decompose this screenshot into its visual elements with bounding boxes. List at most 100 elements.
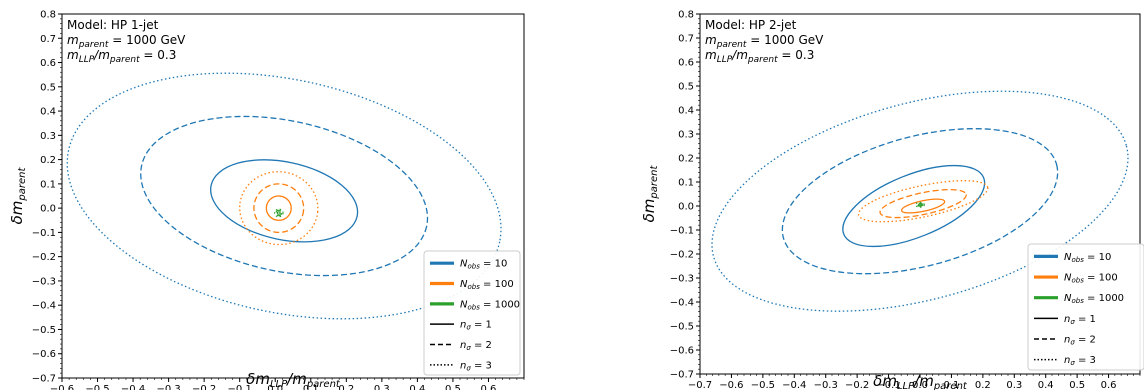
contour-ellipse: [265, 195, 292, 221]
x-tick-label: 0.4: [1038, 380, 1054, 390]
contour-ellipse: [239, 171, 319, 246]
y-tick-label: 0.2: [678, 154, 694, 165]
y-axis-label: δmparent: [8, 167, 28, 225]
legend-label: Nobs = 100: [1064, 273, 1118, 285]
y-tick-label: 0.4: [678, 106, 694, 117]
x-tick-label: 0.2: [975, 380, 991, 390]
x-tick-label: −0.7: [688, 380, 712, 390]
x-tick-label: 0.6: [1101, 380, 1117, 390]
y-tick-label: 0.5: [678, 82, 694, 93]
x-tick-label: 0.3: [1006, 380, 1022, 390]
legend-label: nσ = 1: [1064, 314, 1096, 326]
legend: Nobs = 10 Nobs = 100 Nobs = 1000 nσ = 1 nσ =…: [1027, 243, 1144, 371]
x-tick-label: 0.5: [1069, 380, 1085, 390]
contour-ellipse: [66, 72, 502, 320]
y-tick-label: 0.0: [678, 202, 694, 213]
x-tick-label: 0.0: [912, 380, 928, 390]
x-tick-label: 0.6: [481, 384, 497, 390]
x-tick-label: 0.0: [267, 384, 283, 390]
y-tick-label: 0.7: [678, 34, 694, 45]
legend-label: Nobs = 1000: [1064, 293, 1124, 305]
y-tick-label: −0.7: [670, 370, 694, 381]
x-tick-label: 0.3: [374, 384, 390, 390]
contour-ellipse: [140, 115, 429, 277]
annotation-ratio: mLLP/mparent = 0.3: [705, 48, 814, 65]
plot-frame: [61, 13, 525, 379]
y-tick-label: 0.1: [40, 179, 56, 190]
y-tick-label: −0.5: [32, 325, 56, 336]
legend-label: nσ = 3: [1064, 355, 1096, 367]
x-tick-label: −0.5: [751, 380, 775, 390]
y-tick-label: −0.6: [670, 346, 694, 357]
legend-label: Nobs = 1000: [460, 299, 520, 311]
x-tick-label: −0.2: [845, 380, 869, 390]
contours: [711, 90, 1129, 312]
y-tick-label: −0.3: [32, 276, 56, 287]
y-tick-label: 0.7: [40, 34, 56, 45]
x-tick-label: −0.3: [814, 380, 838, 390]
x-tick-label: −0.6: [50, 384, 74, 390]
y-tick-label: −0.5: [670, 322, 694, 333]
x-tick-label: −0.1: [876, 380, 900, 390]
y-tick-label: −0.1: [670, 226, 694, 237]
x-tick-label: 0.5: [445, 384, 461, 390]
contour-ellipse: [879, 188, 967, 219]
chart-panel-2: −0.7 −0.6 −0.5 −0.4 −0.3 −0.2 −0.1 0.0 0.1 0.2 0.3…: [640, 10, 1144, 390]
y-tick-label: 0.5: [40, 82, 56, 93]
y-tick-label: 0.0: [40, 204, 56, 215]
chart-panel-1: −0.6 −0.5 −0.4 −0.3 −0.2 −0.1 0.0 0.1 0.2 0.3 0.4 0…: [8, 10, 525, 390]
contour-ellipse: [275, 209, 283, 217]
y-tick-label: −0.7: [32, 374, 56, 385]
annotation-ratio: mLLP/mparent = 0.3: [67, 48, 176, 65]
legend-label: Nobs = 10: [460, 259, 507, 271]
contour-ellipse: [916, 202, 924, 207]
y-tick-label: 0.6: [40, 58, 56, 69]
y-tick-label: −0.2: [32, 252, 56, 263]
contour-ellipse: [273, 208, 284, 218]
x-tick-label: −0.5: [85, 384, 109, 390]
contour-ellipse: [915, 201, 925, 208]
y-tick-label: −0.1: [32, 228, 56, 239]
y-axis-label: δmparent: [640, 165, 660, 223]
x-tick-label: 0.1: [943, 380, 959, 390]
x-tick-label: 0.1: [303, 384, 319, 390]
x-tick-label: −0.3: [156, 384, 180, 390]
legend-label: nσ = 1: [460, 320, 492, 332]
x-tick-label: −0.4: [121, 384, 145, 390]
annotation-mparent: mparent = 1000 GeV: [705, 33, 824, 50]
x-axis-label: δmLLP/mparent: [246, 370, 341, 390]
y-tick-label: −0.4: [32, 301, 56, 312]
y-tick-label: 0.6: [678, 58, 694, 69]
legend-label: nσ = 3: [460, 360, 492, 372]
x-tick-label: −0.6: [719, 380, 743, 390]
y-tick-label: 0.3: [678, 130, 694, 141]
contour-ellipse: [711, 90, 1129, 312]
contour-ellipse: [276, 211, 281, 215]
y-tick-label: −0.2: [670, 250, 694, 261]
annotation-model: Model: HP 1-jet: [67, 18, 159, 32]
contours: [66, 72, 502, 320]
legend-label: nσ = 2: [1064, 335, 1096, 347]
contour-ellipse: [900, 198, 946, 214]
legend-label: Nobs = 100: [460, 279, 514, 291]
y-tick-label: −0.3: [670, 274, 694, 285]
y-tick-label: 0.4: [40, 107, 56, 118]
annotation-mparent: mparent = 1000 GeV: [67, 33, 186, 50]
contour-ellipse: [842, 164, 986, 248]
y-tick-label: 0.2: [40, 155, 56, 166]
y-tick-label: 0.8: [678, 10, 694, 21]
legend-label: Nobs = 10: [1064, 252, 1111, 264]
x-tick-label: −0.2: [192, 384, 216, 390]
legend: Nobs = 10 Nobs = 100 Nobs = 1000 nσ = 1 nσ =…: [423, 250, 521, 376]
contour-ellipse: [781, 128, 1059, 275]
x-tick-label: 0.4: [409, 384, 425, 390]
x-axis-label: δmLLP/mparent: [873, 372, 968, 390]
x-tick-label: 0.2: [338, 384, 354, 390]
x-tick-label: −0.4: [782, 380, 806, 390]
y-tick-label: 0.8: [40, 10, 56, 21]
y-tick-label: 0.1: [678, 178, 694, 189]
contour-ellipse: [917, 203, 923, 207]
contour-ellipse: [857, 180, 989, 223]
contour-ellipse: [210, 159, 359, 243]
